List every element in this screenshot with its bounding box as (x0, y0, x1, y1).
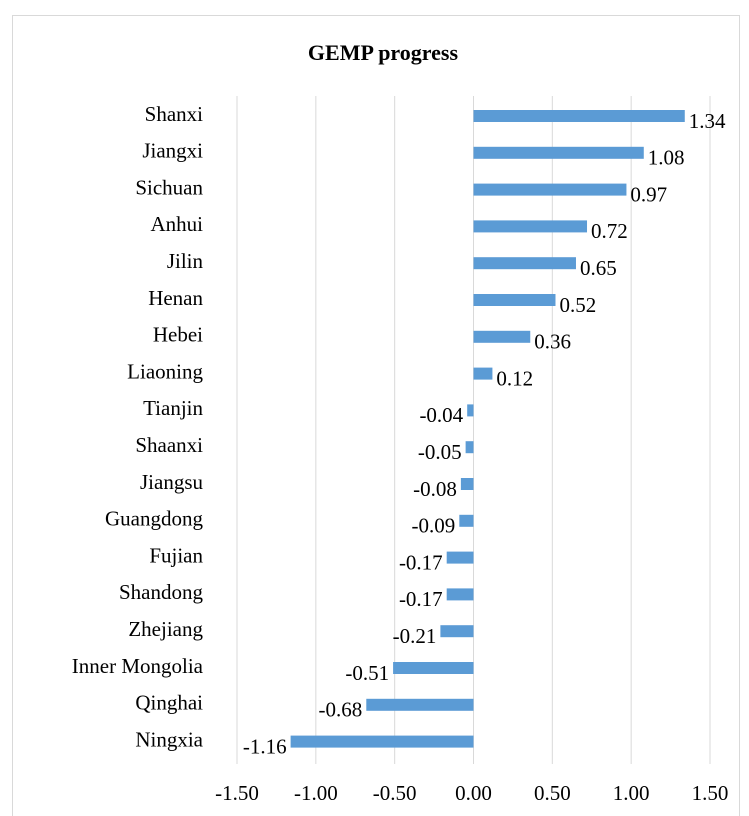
value-label: -0.17 (399, 587, 443, 611)
value-label: 0.52 (559, 293, 596, 317)
bar (290, 735, 474, 748)
y-tick-label: Ningxia (135, 727, 203, 751)
value-label: -0.08 (413, 477, 457, 501)
bar (473, 330, 531, 343)
y-tick-label: Shandong (119, 580, 204, 604)
bar (366, 698, 474, 711)
bar (467, 404, 474, 417)
chart-title: GEMP progress (308, 40, 459, 65)
y-tick-label: Jiangxi (142, 139, 203, 163)
y-tick-label: Henan (148, 286, 203, 310)
x-tick-label: -1.50 (215, 781, 259, 805)
bar (446, 588, 474, 601)
bar (473, 183, 627, 196)
bar (460, 478, 474, 490)
value-label: 0.36 (534, 330, 571, 354)
x-tick-label: 0.00 (455, 781, 492, 805)
y-tick-label: Zhejiang (128, 617, 203, 641)
bar (465, 441, 474, 454)
bar (473, 257, 576, 270)
y-tick-label: Shaanxi (135, 433, 203, 457)
value-label: -0.68 (319, 698, 363, 722)
bar (440, 625, 474, 638)
bar (393, 662, 474, 674)
y-tick-label: Liaoning (127, 359, 203, 383)
bar (473, 294, 556, 306)
x-tick-label: -1.00 (294, 781, 338, 805)
y-tick-label: Qinghai (135, 691, 203, 715)
value-label: -1.16 (243, 734, 287, 758)
value-label: -0.04 (419, 403, 463, 427)
bar (473, 146, 644, 159)
x-tick-label: 1.50 (692, 781, 729, 805)
y-tick-label: Shanxi (145, 102, 204, 126)
value-label: -0.51 (345, 661, 389, 685)
value-label: -0.05 (418, 440, 462, 464)
bar (473, 110, 685, 122)
value-label: -0.09 (412, 514, 456, 538)
x-tick-label: 1.00 (613, 781, 650, 805)
y-tick-label: Tianjin (143, 396, 203, 420)
value-label: -0.21 (393, 624, 437, 648)
y-tick-label: Fujian (149, 543, 203, 567)
value-label: 0.72 (591, 219, 628, 243)
y-tick-label: Inner Mongolia (72, 654, 204, 678)
value-label: 1.34 (689, 109, 726, 133)
y-tick-label: Jilin (167, 249, 204, 273)
value-label: 0.12 (496, 366, 533, 390)
bar (446, 551, 474, 564)
value-label: 0.97 (630, 182, 667, 206)
bar (473, 367, 493, 380)
x-tick-label: -0.50 (373, 781, 417, 805)
bar (473, 220, 588, 233)
y-tick-label: Anhui (151, 212, 204, 236)
x-tick-label: 0.50 (534, 781, 571, 805)
value-label: 1.08 (648, 146, 685, 170)
y-tick-label: Sichuan (135, 175, 203, 199)
chart-frame (12, 15, 740, 816)
y-tick-label: Jiangsu (140, 470, 204, 494)
value-label: 0.65 (580, 256, 617, 280)
bar (459, 514, 474, 527)
value-label: -0.17 (399, 550, 443, 574)
y-tick-label: Guangdong (105, 507, 203, 531)
y-tick-label: Hebei (153, 323, 203, 347)
